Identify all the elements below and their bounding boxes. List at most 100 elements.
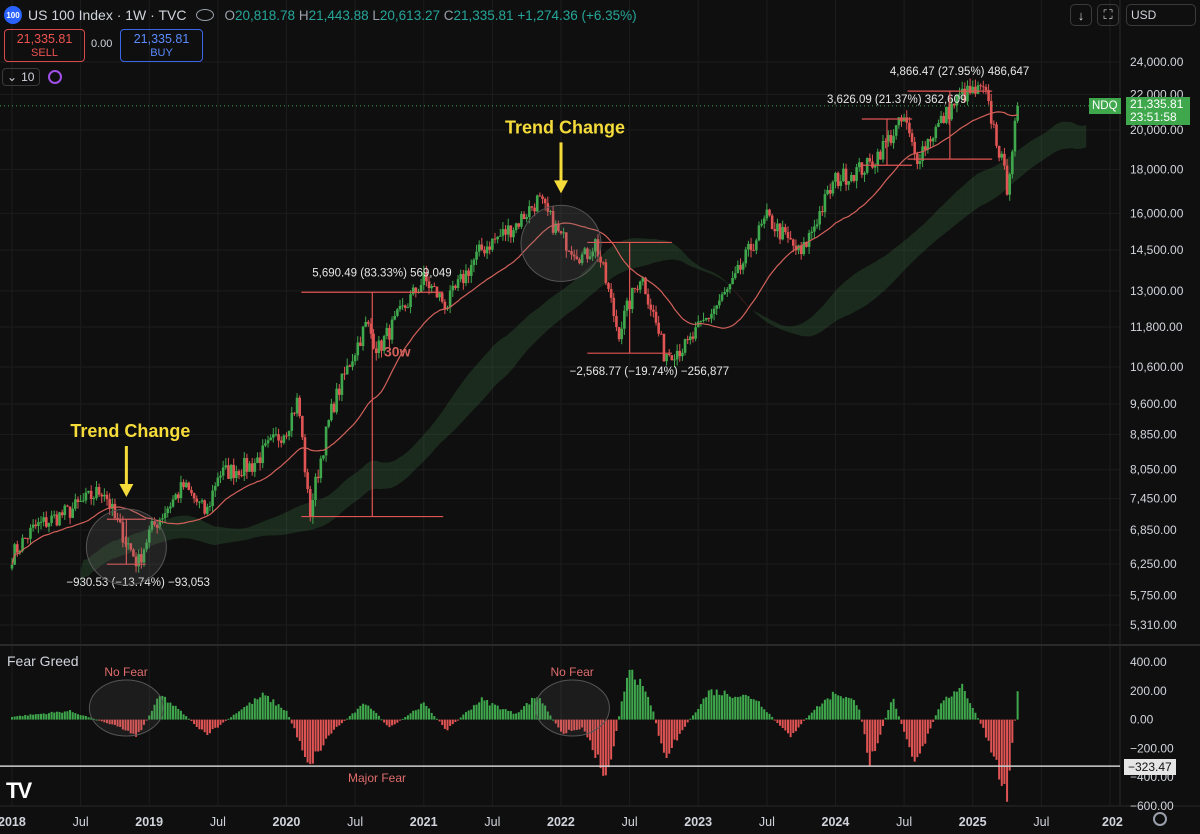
candle	[126, 543, 130, 545]
time-tick-label: Jul	[73, 815, 89, 829]
fear-greed-bar	[523, 706, 526, 720]
fear-greed-bar	[486, 700, 489, 720]
currency-select[interactable]: USD	[1126, 4, 1196, 26]
fear-greed-bar	[816, 706, 819, 720]
fear-greed-bar	[98, 719, 101, 721]
candle	[166, 508, 170, 514]
candle	[704, 317, 708, 320]
cloud-segment	[173, 516, 176, 540]
candle	[110, 503, 114, 509]
fear-greed-bar	[623, 691, 626, 720]
fear-greed-bar	[95, 719, 98, 721]
candle	[103, 494, 106, 497]
cloud-segment	[954, 191, 957, 227]
tradingview-logo-icon[interactable]: TV	[6, 778, 32, 803]
cloud-segment	[811, 314, 815, 337]
fear-greed-bar	[520, 709, 523, 720]
cloud-segment	[972, 175, 976, 212]
candle	[733, 273, 737, 279]
candle	[140, 554, 143, 563]
candle	[625, 300, 629, 311]
cloud-segment	[117, 538, 121, 558]
gear-icon[interactable]	[1153, 812, 1167, 826]
candle	[805, 241, 808, 247]
fear-greed-bar	[129, 719, 132, 734]
fear-greed-bar	[459, 717, 462, 720]
fear-greed-bar	[153, 704, 156, 720]
candle	[285, 435, 288, 437]
candle	[535, 195, 539, 212]
candle	[675, 350, 679, 360]
candle	[480, 244, 484, 250]
fear-greed-bar	[201, 719, 204, 730]
time-tick-label: 2023	[684, 815, 712, 829]
cloud-segment	[1028, 140, 1031, 171]
cloud-segment	[542, 302, 546, 336]
cloud-segment	[510, 329, 514, 371]
fear-greed-bar	[111, 719, 114, 725]
candle	[929, 139, 932, 142]
candle	[459, 274, 463, 280]
cloud-segment	[743, 299, 746, 305]
candle	[158, 519, 162, 528]
candle	[31, 524, 35, 528]
fear-greed-bar	[932, 719, 935, 722]
candle	[504, 229, 507, 235]
symbol-title[interactable]: US 100 Index · 1W · TVC	[28, 7, 187, 23]
fear-greed-bar	[343, 719, 346, 721]
eye-icon[interactable]	[196, 9, 215, 21]
candle	[216, 477, 220, 486]
fear-greed-bar	[726, 693, 729, 720]
candle	[773, 229, 777, 232]
candle	[694, 327, 697, 339]
candle	[921, 146, 924, 161]
candle	[736, 264, 740, 274]
candle	[620, 328, 624, 340]
cloud-segment	[1059, 121, 1063, 150]
fear-greed-bar	[834, 693, 837, 720]
fullscreen-icon[interactable]: ⛶	[1097, 4, 1119, 26]
cloud-segment	[228, 528, 232, 543]
fear-greed-bar	[446, 719, 449, 731]
fear-greed-bar	[699, 704, 702, 720]
cloud-segment	[922, 222, 926, 253]
fear-greed-bar	[662, 719, 665, 753]
candle	[37, 522, 40, 527]
cloud-segment	[698, 265, 701, 271]
candle	[187, 482, 191, 490]
buy-button[interactable]: 21,335.81 BUY	[120, 29, 203, 62]
cloud-segment	[410, 446, 414, 475]
candle	[245, 458, 249, 472]
cloud-segment	[853, 272, 857, 313]
candle	[984, 87, 988, 91]
fear-greed-bar	[393, 719, 396, 725]
candle	[498, 235, 502, 237]
cloud-segment	[695, 263, 699, 270]
interval-selector[interactable]: ⌄ 10	[2, 68, 40, 86]
candle	[908, 122, 911, 134]
cloud-segment	[415, 440, 419, 469]
fear-greed-bar	[961, 683, 964, 720]
fear-greed-bar	[612, 719, 615, 747]
candle	[390, 319, 394, 340]
cloud-segment	[80, 559, 84, 588]
cloud-segment	[539, 304, 543, 338]
cloud-segment	[817, 309, 820, 335]
candle	[182, 482, 185, 488]
fear-greed-bar	[158, 695, 161, 720]
download-arrow-icon[interactable]: ↓	[1070, 4, 1092, 26]
candle	[190, 489, 193, 494]
fear-greed-bar	[277, 704, 280, 720]
fear-greed-bar	[570, 719, 573, 731]
fear-greed-bar	[673, 719, 676, 740]
replay-icon[interactable]	[48, 70, 62, 84]
fear-greed-bar	[818, 706, 821, 720]
cloud-segment	[975, 173, 979, 210]
fear-greed-bar	[760, 706, 763, 720]
sell-button[interactable]: 21,335.81 SELL	[4, 29, 85, 62]
candle	[1003, 153, 1006, 166]
fear-greed-bar	[179, 710, 182, 720]
high-value: 21,443.88	[308, 7, 369, 23]
candle	[39, 521, 43, 523]
